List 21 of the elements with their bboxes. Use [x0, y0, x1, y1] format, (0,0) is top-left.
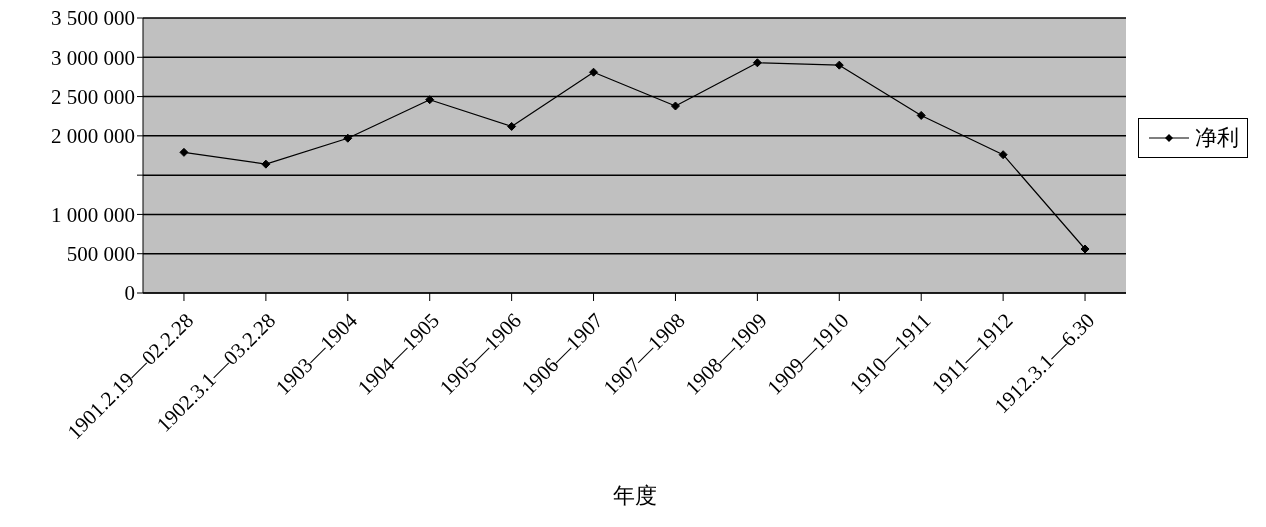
point	[998, 150, 1008, 160]
y-tick-label: 2 500 000	[51, 85, 135, 110]
point	[589, 67, 599, 77]
y-tick-label: 3 500 000	[51, 6, 135, 31]
point	[752, 58, 762, 68]
y-tick-label: 1 000 000	[51, 202, 135, 227]
legend-label: 净利	[1195, 124, 1239, 152]
y-tick-label: 3 000 000	[51, 45, 135, 70]
y-tick-label: 500 000	[66, 242, 135, 267]
point	[916, 110, 926, 120]
y-tick-label: 2 000 000	[51, 124, 135, 149]
x-axis-title: 年度	[612, 483, 657, 508]
point	[834, 60, 844, 70]
point	[425, 95, 435, 105]
point	[507, 121, 517, 131]
point	[179, 147, 189, 157]
point	[670, 101, 680, 111]
point	[343, 133, 353, 143]
point	[1080, 244, 1090, 254]
point	[261, 159, 271, 169]
y-tick-label: 0	[124, 281, 135, 306]
